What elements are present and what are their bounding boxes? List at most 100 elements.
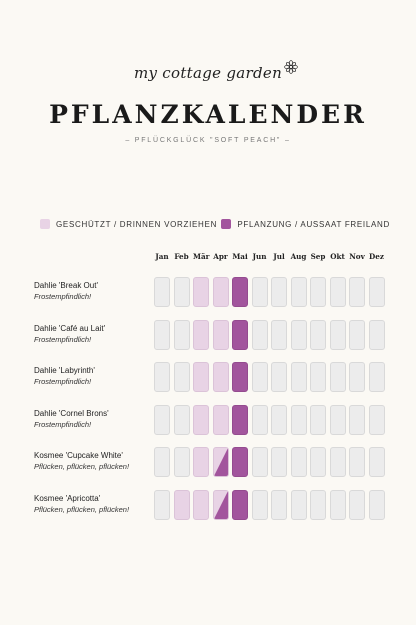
calendar-cell-aug xyxy=(290,404,307,435)
plant-note: Frostempfindlich! xyxy=(34,377,92,386)
calendar-cell-feb xyxy=(173,319,190,350)
calendar-cell-apr xyxy=(212,319,229,350)
calendar-cell-dez xyxy=(368,447,385,477)
calendar-cell-feb xyxy=(173,489,190,520)
calendar-cell-dez xyxy=(368,277,385,307)
calendar-cell-apr xyxy=(212,404,229,435)
calendar-cell-mär xyxy=(193,404,209,435)
plant-name: Dahlie 'Café au Lait' xyxy=(34,323,106,333)
calendar-cell-jan xyxy=(154,404,170,435)
plant-name: Dahlie 'Break Out' xyxy=(34,281,98,290)
plant-note: Frostempfindlich! xyxy=(34,292,92,301)
plant-name: Kosmee 'Apricotta' xyxy=(34,493,101,503)
calendar-cell-aug xyxy=(290,277,307,307)
page-subtitle: – PFLÜCKGLÜCK "SOFT PEACH" – xyxy=(125,137,291,144)
month-label: Nov xyxy=(349,252,365,261)
page-title: PFLANZKALENDER xyxy=(49,100,367,129)
calendar-cell-apr xyxy=(212,489,229,520)
brand-logo: my cottage garden xyxy=(0,60,416,82)
plant-note: Frostempfindlich! xyxy=(34,419,92,429)
calendar-cell-sep xyxy=(310,489,326,520)
month-label: Mai xyxy=(232,252,248,261)
calendar-cell-jan xyxy=(154,319,170,350)
plant-row: Dahlie 'Cornel Brons' Frostempfindlich! xyxy=(0,404,416,437)
calendar-cell-jun xyxy=(251,447,268,477)
plant-name: Kosmee 'Cupcake White' xyxy=(34,451,123,460)
calendar-cell-mär xyxy=(193,319,209,350)
calendar-cell-jun xyxy=(251,489,268,520)
calendar-cell-nov xyxy=(349,362,365,392)
calendar-cell-jul xyxy=(271,277,287,307)
calendar-cell-aug xyxy=(290,489,307,520)
calendar-cell-mär xyxy=(193,277,209,307)
calendar-cell-mai xyxy=(232,319,248,350)
legend-item-outdoor: PFLANZUNG / AUSSAAT FREILAND xyxy=(221,219,390,229)
calendar-cell-dez xyxy=(368,319,385,350)
calendar-cell-mai xyxy=(232,362,248,392)
calendar-cell-okt xyxy=(329,404,346,435)
plant-name: Dahlie 'Labyrinth' xyxy=(34,366,95,375)
plant-note: Pflücken, pflücken, pflücken! xyxy=(34,504,130,514)
plant-name: Dahlie 'Cornel Brons' xyxy=(34,408,109,418)
calendar-cell-okt xyxy=(329,319,346,350)
calendar-cell-sep xyxy=(310,362,326,392)
calendar-cell-aug xyxy=(290,319,307,350)
legend: GESCHÜTZT / DRINNEN VORZIEHEN PFLANZUNG … xyxy=(40,217,390,231)
legend-swatch-protected xyxy=(40,219,50,229)
calendar-cell-nov xyxy=(349,277,365,307)
calendar-cell-jul xyxy=(271,447,287,477)
calendar-cell-okt xyxy=(329,489,346,520)
month-label: Okt xyxy=(330,252,345,261)
month-label: Mär xyxy=(193,252,210,261)
calendar-cell-dez xyxy=(368,404,385,435)
calendar-cell-mär xyxy=(193,489,209,520)
calendar-cell-mai xyxy=(232,277,248,307)
calendar-cell-sep xyxy=(310,319,326,350)
calendar-cell-jul xyxy=(271,362,287,392)
calendar-cell-aug xyxy=(290,447,307,477)
calendar-cell-aug xyxy=(290,362,307,392)
legend-label-protected: GESCHÜTZT / DRINNEN VORZIEHEN xyxy=(56,219,218,229)
calendar-cell-mär xyxy=(193,362,209,392)
plant-row: Kosmee 'Apricotta' Pflücken, pflücken, pf… xyxy=(0,489,416,522)
calendar-cell-okt xyxy=(329,277,346,307)
calendar-cell-apr xyxy=(212,277,229,307)
calendar-cell-jan xyxy=(154,447,170,477)
month-label: Jan xyxy=(155,252,169,261)
month-header: Jan Feb Mär Apr Mai Jun Jul Aug Sep Okt Nov Dez xyxy=(0,252,416,262)
calendar-cell-jun xyxy=(251,404,268,435)
calendar-cell-mai xyxy=(232,489,248,520)
calendar-cell-feb xyxy=(173,277,190,307)
calendar-cell-apr xyxy=(212,447,229,477)
plant-row: Dahlie 'Break Out' Frostempfindlich! xyxy=(0,277,416,309)
calendar-cell-apr xyxy=(212,362,229,392)
plant-note: Pflücken, pflücken, pflücken! xyxy=(34,462,130,471)
flower-icon xyxy=(284,60,298,74)
legend-swatch-outdoor xyxy=(221,219,232,229)
calendar-cell-dez xyxy=(368,489,385,520)
plant-row: Kosmee 'Cupcake White' Pflücken, pflücken… xyxy=(0,447,416,479)
calendar-cell-jul xyxy=(271,319,287,350)
calendar-cell-jan xyxy=(154,489,170,520)
calendar-cell-sep xyxy=(310,277,326,307)
plant-row: Dahlie 'Café au Lait' Frostempfindlich! xyxy=(0,319,416,352)
calendar-cell-jun xyxy=(251,277,268,307)
month-label: Feb xyxy=(174,252,189,261)
calendar-cell-jan xyxy=(154,277,170,307)
legend-label-outdoor: PFLANZUNG / AUSSAAT FREILAND xyxy=(237,219,390,229)
calendar-cell-mär xyxy=(193,447,209,477)
month-label: Apr xyxy=(213,252,228,261)
calendar-cell-nov xyxy=(349,404,365,435)
calendar-cell-mai xyxy=(232,404,248,435)
calendar-cell-feb xyxy=(173,362,190,392)
calendar-cell-okt xyxy=(329,447,346,477)
calendar-cell-jul xyxy=(271,404,287,435)
calendar-cell-nov xyxy=(349,489,365,520)
month-label: Aug xyxy=(290,252,307,261)
calendar-cell-sep xyxy=(310,404,326,435)
plant-row: Dahlie 'Labyrinth' Frostempfindlich! xyxy=(0,362,416,394)
calendar-cell-jun xyxy=(251,319,268,350)
month-label: Jun xyxy=(252,252,267,261)
calendar-cell-dez xyxy=(368,362,385,392)
legend-item-protected: GESCHÜTZT / DRINNEN VORZIEHEN xyxy=(40,219,217,229)
